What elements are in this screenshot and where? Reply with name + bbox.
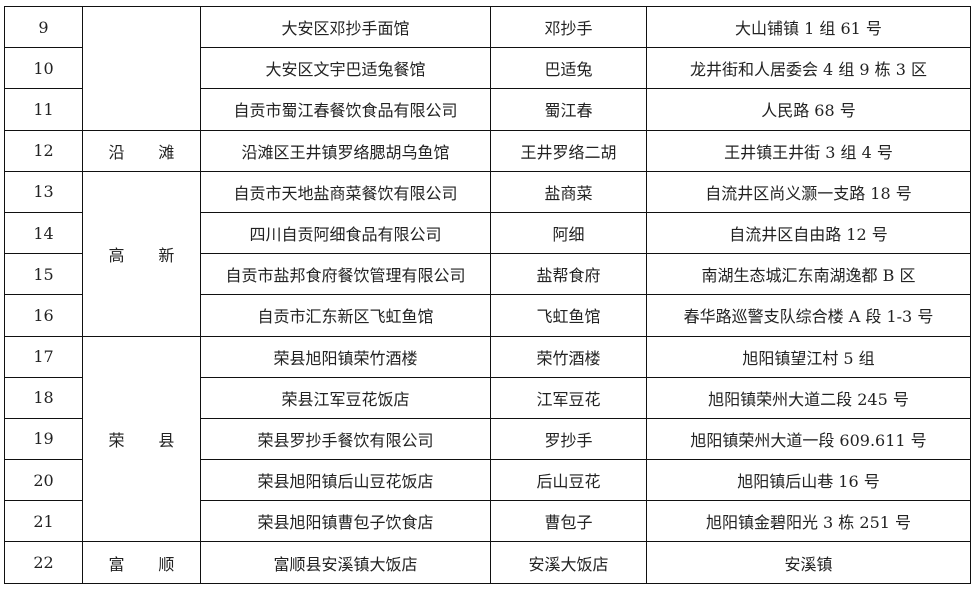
shop-name: 盐帮食府 [490, 253, 647, 296]
shop-name: 后山豆花 [490, 459, 647, 502]
company-name: 荣县旭阳镇后山豆花饭店 [200, 459, 491, 502]
address: 旭阳镇金碧阳光 3 栋 251 号 [646, 500, 971, 543]
table-row: 10 大安区文宇巴适兔餐馆 巴适兔 龙井街和人居委会 4 组 9 栋 3 区 [4, 47, 971, 90]
address: 龙井街和人居委会 4 组 9 栋 3 区 [646, 47, 971, 90]
table-row: 13 高 新自贡市天地盐商菜餐饮有限公司 盐商菜 自流井区尚义灏一支路 18 号 [4, 170, 971, 337]
row-number: 12 [4, 129, 83, 172]
shop-name: 曹包子 [490, 500, 647, 543]
address: 旭阳镇荣州大道一段 609.611 号 [646, 417, 971, 461]
district-cell: 高 新 [82, 170, 201, 337]
company-name: 自贡市蜀江春餐饮食品有限公司 [200, 88, 491, 131]
row-number: 15 [4, 253, 83, 296]
shop-name: 盐商菜 [490, 170, 647, 213]
row-number: 19 [4, 417, 83, 461]
company-name: 大安区文宇巴适兔餐馆 [200, 47, 491, 90]
address: 大山铺镇 1 组 61 号 [646, 5, 971, 49]
company-name: 荣县罗抄手餐饮有限公司 [200, 417, 491, 461]
shop-name: 邓抄手 [490, 5, 647, 49]
company-name: 沿滩区王井镇罗络腮胡乌鱼馆 [200, 129, 491, 172]
restaurant-table: 9 大安区邓抄手面馆 邓抄手 大山铺镇 1 组 61 号 10 大安区文宇巴适兔餐馆 巴适兔… [4, 5, 971, 584]
row-number: 21 [4, 500, 83, 543]
shop-name: 罗抄手 [490, 417, 647, 461]
address: 人民路 68 号 [646, 88, 971, 131]
company-name: 荣县旭阳镇曹包子饮食店 [200, 500, 491, 543]
row-number: 17 [4, 335, 83, 378]
table-row: 19 荣县罗抄手餐饮有限公司 罗抄手 旭阳镇荣州大道一段 609.611 号 [4, 417, 971, 461]
company-name: 荣县旭阳镇荣竹酒楼 [200, 335, 491, 378]
address: 自流井区自由路 12 号 [646, 211, 971, 255]
company-name: 自贡市汇东新区飞虹鱼馆 [200, 294, 491, 337]
table-row: 18 荣县江军豆花饭店 江军豆花 旭阳镇荣州大道二段 245 号 [4, 376, 971, 419]
table-row: 14 四川自贡阿细食品有限公司 阿细 自流井区自由路 12 号 [4, 211, 971, 255]
table-row: 21 荣县旭阳镇曹包子饮食店 曹包子 旭阳镇金碧阳光 3 栋 251 号 [4, 500, 971, 543]
district-cell [82, 6, 201, 131]
shop-name: 荣竹酒楼 [490, 335, 647, 378]
row-number: 18 [4, 376, 83, 419]
address: 旭阳镇望江村 5 组 [646, 335, 971, 378]
district-cell: 荣 县 [82, 335, 201, 543]
row-number: 13 [4, 170, 83, 213]
address: 王井镇王井街 3 组 4 号 [646, 129, 971, 172]
table-row: 22 富 顺富顺县安溪镇大饭店 安溪大饭店 安溪镇 [4, 541, 971, 584]
company-name: 自贡市盐邦食府餐饮管理有限公司 [200, 253, 491, 296]
address: 旭阳镇荣州大道二段 245 号 [646, 376, 971, 419]
shop-name: 江军豆花 [490, 376, 647, 419]
shop-name: 阿细 [490, 211, 647, 255]
company-name: 荣县江军豆花饭店 [200, 376, 491, 419]
address: 自流井区尚义灏一支路 18 号 [646, 170, 971, 213]
shop-name: 巴适兔 [490, 47, 647, 90]
address: 旭阳镇后山巷 16 号 [646, 459, 971, 502]
company-name: 大安区邓抄手面馆 [200, 5, 491, 49]
table-row: 11 自贡市蜀江春餐饮食品有限公司 蜀江春 人民路 68 号 [4, 88, 971, 131]
row-number: 14 [4, 211, 83, 255]
table-body: 9 大安区邓抄手面馆 邓抄手 大山铺镇 1 组 61 号 10 大安区文宇巴适兔餐馆 巴适兔… [4, 5, 971, 584]
row-number: 10 [4, 47, 83, 90]
table-row: 17 荣 县荣县旭阳镇荣竹酒楼 荣竹酒楼 旭阳镇望江村 5 组 [4, 335, 971, 543]
table-row: 9 大安区邓抄手面馆 邓抄手 大山铺镇 1 组 61 号 [4, 5, 971, 131]
row-number: 16 [4, 294, 83, 337]
district-cell: 沿 滩 [82, 129, 201, 172]
address: 春华路巡警支队综合楼 A 段 1-3 号 [646, 294, 971, 337]
row-number: 11 [4, 88, 83, 131]
company-name: 富顺县安溪镇大饭店 [200, 541, 491, 584]
shop-name: 飞虹鱼馆 [490, 294, 647, 337]
shop-name: 安溪大饭店 [490, 541, 647, 584]
table-row: 15 自贡市盐邦食府餐饮管理有限公司 盐帮食府 南湖生态城汇东南湖逸都 B 区 [4, 253, 971, 296]
table-row: 20 荣县旭阳镇后山豆花饭店 后山豆花 旭阳镇后山巷 16 号 [4, 459, 971, 502]
company-name: 自贡市天地盐商菜餐饮有限公司 [200, 170, 491, 213]
company-name: 四川自贡阿细食品有限公司 [200, 211, 491, 255]
address: 南湖生态城汇东南湖逸都 B 区 [646, 253, 971, 296]
row-number: 22 [4, 541, 83, 584]
district-cell: 富 顺 [82, 541, 201, 584]
shop-name: 王井罗络二胡 [490, 129, 647, 172]
shop-name: 蜀江春 [490, 88, 647, 131]
table-row: 16 自贡市汇东新区飞虹鱼馆 飞虹鱼馆 春华路巡警支队综合楼 A 段 1-3 号 [4, 294, 971, 337]
address: 安溪镇 [646, 541, 971, 584]
row-number: 20 [4, 459, 83, 502]
row-number: 9 [4, 5, 83, 49]
table-row: 12 沿 滩沿滩区王井镇罗络腮胡乌鱼馆 王井罗络二胡 王井镇王井街 3 组 4 号 [4, 129, 971, 172]
